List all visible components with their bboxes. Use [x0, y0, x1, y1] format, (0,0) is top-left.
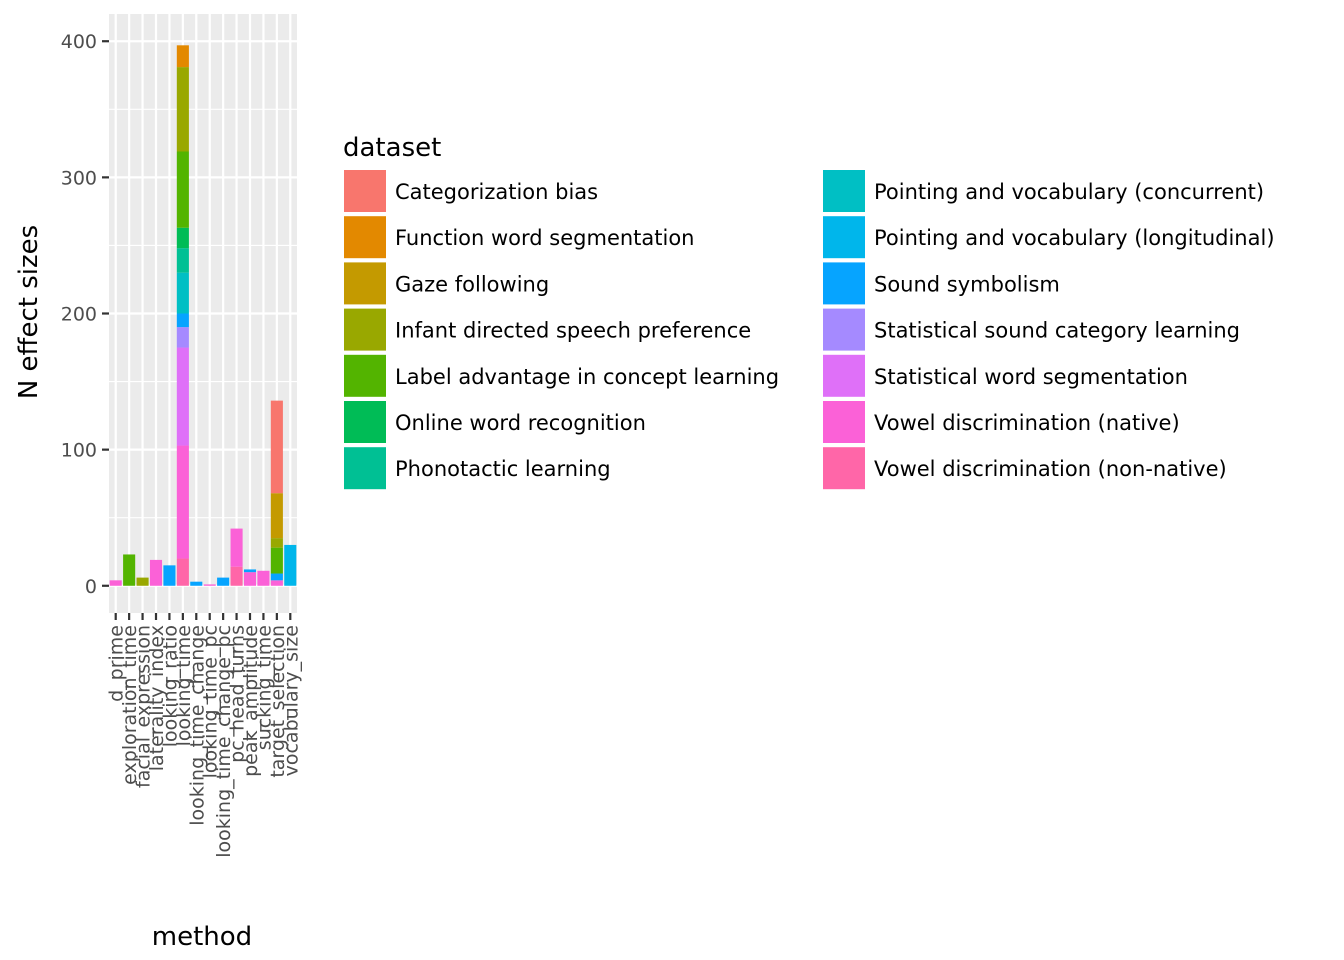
bar-segment-looking-time-online-word-recognition: [176, 227, 189, 249]
x-tick-label: exploration_time: [119, 625, 141, 785]
x-tick-label: pc_head_turns: [227, 625, 249, 763]
bar-segment-looking-time-statistical-word-segmentation: [176, 347, 189, 446]
bar-segment-target-selection-gaze-following: [270, 493, 283, 539]
x-axis: d_primeexploration_timefacial_expression…: [106, 613, 302, 858]
legend: dataset Categorization bias Function word…: [343, 133, 1275, 490]
bar-segment-peak-amplitude-sound-symbolism: [243, 569, 257, 573]
legend-label: Statistical word segmentation: [874, 365, 1188, 389]
y-tick-label: 0: [85, 576, 97, 598]
legend-key-statistical-word-segmentation: [823, 354, 865, 397]
bar-segment-facial-expression-infant-directed-speech-preference: [136, 577, 149, 586]
bar-segment-looking-time-statistical-sound-category-learning: [176, 327, 189, 348]
x-tick-label: looking_time: [173, 625, 195, 746]
bar-segment-target-selection-label-advantage-in-concept-learning: [270, 547, 283, 574]
bar-segment-looking-time-sound-symbolism: [176, 313, 189, 328]
y-tick-label: 400: [61, 31, 97, 53]
x-tick-label: looking_time_change_pc: [213, 625, 235, 858]
bar-segment-pc-head-turns-vowel-discrimination-non-native: [230, 566, 243, 586]
x-tick-label: facial_expression: [133, 625, 155, 788]
bar-segment-looking-time-vowel-discrimination-native: [176, 445, 189, 559]
legend-key-phonotactic-learning: [344, 447, 386, 490]
bar-segment-looking-time-phonotactic-learning: [176, 248, 189, 273]
plot-panel: [109, 14, 297, 613]
legend-key-infant-directed-speech-preference: [344, 308, 386, 351]
y-tick-label: 100: [61, 440, 97, 462]
bar-segment-sucking-time-vowel-discrimination-native: [257, 570, 270, 586]
legend-label: Label advantage in concept learning: [395, 365, 779, 389]
x-tick-label: looking_time_change: [186, 625, 208, 826]
x-tick-label: laterality_index: [146, 625, 168, 771]
legend-key-vowel-discrimination-native: [823, 401, 865, 443]
bar-segment-looking-ratio-sound-symbolism: [163, 565, 176, 586]
bar-segment-target-selection-infant-directed-speech-preference: [270, 538, 283, 548]
x-tick-label: target_selection: [267, 625, 289, 778]
bar-segment-looking-time-label-advantage-in-concept-learning: [176, 151, 189, 228]
bar-segment-target-selection-categorization-bias: [270, 400, 283, 494]
bar-segment-laterality-index-vowel-discrimination-native: [149, 559, 163, 586]
legend-label: Statistical sound category learning: [874, 319, 1240, 343]
bar-segment-looking-time-pc-vowel-discrimination-native: [203, 584, 216, 586]
legend-key-online-word-recognition: [344, 401, 386, 443]
x-tick-label: peak_amplitude: [240, 625, 262, 777]
bar-segment-looking-time-infant-directed-speech-preference: [176, 67, 189, 152]
bars-layer: [109, 45, 297, 586]
bar-segment-looking-time-pointing-and-vocabulary-concurrent: [176, 272, 189, 314]
legend-label: Infant directed speech preference: [395, 319, 751, 343]
bar-segment-exploration-time-label-advantage-in-concept-learning: [123, 554, 136, 586]
y-tick-label: 200: [61, 304, 97, 326]
bar-segment-d-prime-vowel-discrimination-native: [109, 580, 122, 586]
legend-title: dataset: [343, 133, 441, 163]
bar-segment-vocabulary-size-pointing-and-vocabulary-longitudinal: [284, 544, 297, 586]
legend-key-statistical-sound-category-learning: [823, 308, 865, 351]
bar-segment-looking-time-function-word-segmentation: [176, 45, 189, 68]
legend-key-vowel-discrimination-non-native: [823, 447, 865, 490]
bar-segment-target-selection-vowel-discrimination-native: [270, 580, 283, 586]
y-axis-title: N effect sizes: [14, 225, 44, 399]
legend-label: Phonotactic learning: [395, 457, 611, 481]
y-tick-label: 300: [61, 167, 97, 189]
x-tick-label: looking_time_pc: [200, 625, 222, 778]
legend-key-gaze-following: [344, 262, 386, 305]
legend-label: Sound symbolism: [874, 272, 1060, 296]
legend-key-pointing-and-vocabulary-longitudinal: [823, 216, 865, 259]
legend-key-function-word-segmentation: [344, 216, 386, 259]
legend-key-sound-symbolism: [823, 262, 865, 305]
legend-label: Vowel discrimination (native): [874, 411, 1180, 435]
bar-segment-looking-time-vowel-discrimination-non-native: [176, 558, 189, 586]
legend-label: Gaze following: [395, 272, 549, 296]
legend-label: Pointing and vocabulary (concurrent): [874, 180, 1264, 204]
x-tick-label: d_prime: [106, 625, 128, 702]
legend-key-label-advantage-in-concept-learning: [344, 354, 386, 397]
x-tick-label: sucking_time: [253, 625, 275, 750]
legend-label: Vowel discrimination (non-native): [874, 457, 1227, 481]
bar-segment-looking-time-change-sound-symbolism: [190, 581, 203, 586]
x-tick-label: looking_ratio: [159, 625, 181, 747]
legend-key-categorization-bias: [344, 170, 386, 212]
bar-segment-peak-amplitude-vowel-discrimination-native: [243, 572, 257, 586]
legend-label: Categorization bias: [395, 180, 598, 204]
legend-label: Pointing and vocabulary (longitudinal): [874, 226, 1275, 250]
bar-segment-pc-head-turns-vowel-discrimination-native: [230, 528, 243, 567]
bar-segment-looking-time-change-pc-sound-symbolism: [217, 577, 230, 586]
legend-label: Function word segmentation: [395, 226, 695, 250]
bar-segment-target-selection-sound-symbolism: [270, 573, 283, 581]
y-axis: 0 100 200 300 400: [61, 31, 109, 598]
legend-key-pointing-and-vocabulary-concurrent: [823, 170, 865, 212]
x-tick-label: vocabulary_size: [280, 625, 302, 776]
legend-label: Online word recognition: [395, 411, 646, 435]
x-axis-title: method: [152, 922, 252, 952]
